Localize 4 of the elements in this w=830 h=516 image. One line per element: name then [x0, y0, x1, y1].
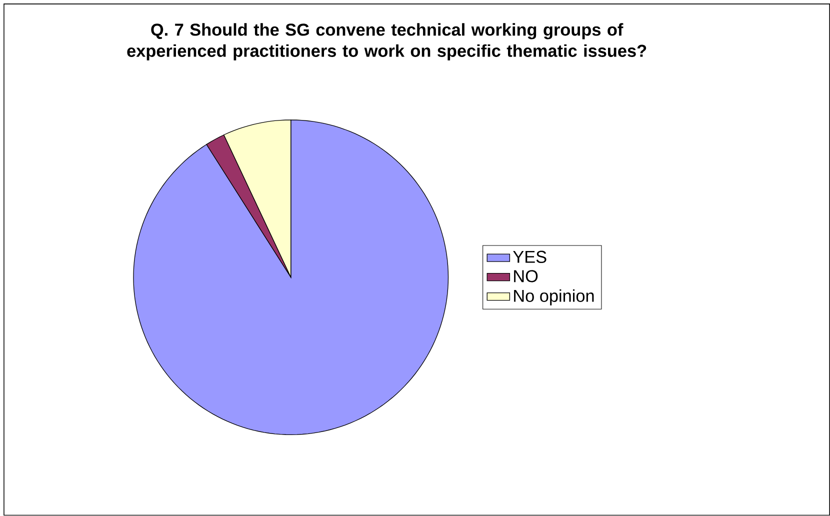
legend-label: YES — [513, 250, 546, 264]
legend-label: NO — [514, 270, 538, 282]
chart-title: Q. 7 Should the SG convene technical working groups of experienced practitioners to work on specific thematic issues? — [127, 23, 646, 60]
legend-label: No opinion — [514, 290, 594, 306]
